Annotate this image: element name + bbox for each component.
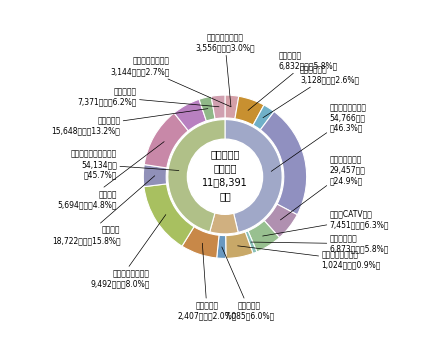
Wedge shape: [264, 204, 297, 238]
Wedge shape: [144, 113, 188, 168]
Wedge shape: [143, 164, 166, 187]
Text: ネットオリジナル
3,556億円（3.0%）: ネットオリジナル 3,556億円（3.0%）: [195, 33, 254, 107]
Text: 音楽ソフト
7,085（6.0%）: 音楽ソフト 7,085（6.0%）: [221, 247, 274, 320]
Text: 音声系コンテンツ
9,492億円（8.0%）: 音声系コンテンツ 9,492億円（8.0%）: [90, 215, 166, 288]
Wedge shape: [182, 227, 219, 258]
Wedge shape: [224, 120, 282, 232]
Wedge shape: [252, 105, 273, 130]
Text: ネットオリジナル
1,024億円（0.9%）: ネットオリジナル 1,024億円（0.9%）: [237, 246, 380, 270]
Text: コンテンツ
市場規模
11兆8,391
億円: コンテンツ 市場規模 11兆8,391 億円: [201, 149, 247, 201]
Wedge shape: [216, 235, 226, 258]
Text: 映画ソフト
6,832億円（5.8%）: 映画ソフト 6,832億円（5.8%）: [247, 51, 337, 110]
Text: 映像系コンテンツ
54,766億円
（46.3%）: 映像系コンテンツ 54,766億円 （46.3%）: [271, 103, 366, 172]
Text: 衛星・CATV番組
7,451億円（6.3%）: 衛星・CATV番組 7,451億円（6.3%）: [262, 210, 388, 236]
Wedge shape: [167, 120, 225, 232]
Wedge shape: [144, 184, 194, 246]
Wedge shape: [173, 99, 206, 131]
Wedge shape: [211, 95, 225, 119]
Text: ビデオソフト
3,128億円（2.6%）: ビデオソフト 3,128億円（2.6%）: [262, 65, 358, 118]
Text: 地上テレビ番組
29,457億円
（24.9%）: 地上テレビ番組 29,457億円 （24.9%）: [280, 155, 364, 220]
Wedge shape: [209, 211, 238, 234]
Text: コミック
5,694億円（4.8%）: コミック 5,694億円（4.8%）: [57, 142, 164, 209]
Text: 音楽ソフト
7,371億円（6.2%）: 音楽ソフト 7,371億円（6.2%）: [77, 87, 219, 107]
Text: ゲームソフト
6,873億円（5.8%）: ゲームソフト 6,873億円（5.8%）: [250, 234, 388, 253]
Text: データベース記事
3,144億円（2.7%）: データベース記事 3,144億円（2.7%）: [110, 57, 230, 107]
Wedge shape: [245, 231, 256, 253]
Wedge shape: [224, 95, 238, 119]
Wedge shape: [247, 220, 279, 252]
Text: 新聞記事
18,722億円（15.8%）: 新聞記事 18,722億円（15.8%）: [52, 176, 155, 245]
Wedge shape: [234, 96, 263, 125]
Text: 雑誌ソフト
15,648億円（13.2%）: 雑誌ソフト 15,648億円（13.2%）: [51, 108, 208, 136]
Text: テキスト系コンテンツ
54,134億円
（45.7%）: テキスト系コンテンツ 54,134億円 （45.7%）: [71, 149, 178, 180]
Wedge shape: [260, 112, 306, 215]
Text: ラジオ番組
2,407億円（2.0%）: ラジオ番組 2,407億円（2.0%）: [177, 243, 236, 320]
Circle shape: [187, 139, 262, 214]
Wedge shape: [199, 96, 215, 121]
Wedge shape: [225, 232, 252, 258]
